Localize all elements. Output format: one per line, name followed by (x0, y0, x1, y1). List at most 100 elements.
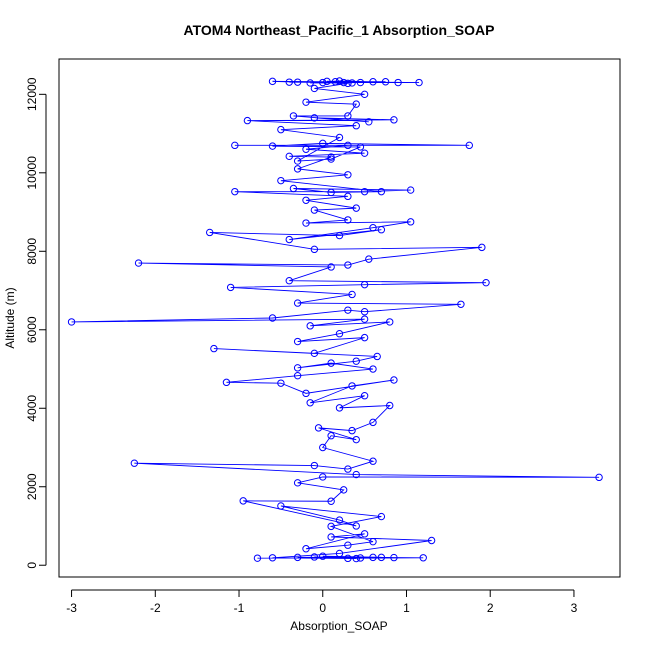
data-point (360, 280, 369, 289)
data-point (319, 473, 327, 481)
data-point (302, 196, 310, 204)
data-point (348, 79, 356, 87)
data-point (335, 231, 344, 240)
data-point (302, 98, 310, 106)
x-axis-label: Absorption_SOAP (290, 619, 387, 633)
data-point (268, 314, 277, 322)
data-point (253, 554, 262, 562)
data-point (327, 432, 335, 440)
data-point (352, 554, 360, 563)
data-point (344, 554, 352, 563)
data-point (293, 337, 302, 346)
x-tick-label: 1 (403, 601, 410, 615)
series-line (71, 80, 600, 560)
data-point (243, 116, 252, 125)
data-point (319, 78, 327, 87)
x-axis: -3 -2 -1 0 1 2 3 (66, 589, 578, 615)
data-point (335, 516, 344, 524)
data-point (323, 77, 331, 86)
data-point (277, 379, 285, 387)
data-point (310, 114, 319, 122)
data-point (339, 486, 348, 494)
data-point (478, 243, 486, 252)
data-point (268, 554, 277, 562)
data-point (365, 255, 373, 263)
data-point (285, 277, 293, 285)
data-point (482, 278, 490, 287)
data-point (419, 554, 427, 562)
data-point (352, 435, 360, 444)
data-point (369, 537, 377, 546)
data-point (352, 100, 360, 108)
data-point (293, 165, 302, 173)
data-point (327, 188, 335, 197)
y-tick-label: 4000 (25, 395, 39, 422)
data-point (293, 479, 302, 487)
data-point (352, 522, 360, 530)
data-point (406, 186, 415, 194)
data-point (427, 536, 436, 545)
y-axis: 0 2000 4000 6000 8000 10000 12000 (25, 77, 47, 569)
data-point (206, 228, 214, 237)
data-point (365, 118, 373, 126)
y-tick-label: 2000 (25, 473, 39, 500)
data-point (293, 371, 302, 380)
data-point (306, 322, 314, 330)
data-point (335, 329, 344, 338)
data-point (289, 184, 298, 193)
data-point (306, 399, 314, 407)
data-point (327, 263, 335, 271)
data-point (339, 78, 348, 87)
data-point (319, 139, 327, 148)
data-point (356, 78, 365, 87)
data-point (386, 318, 394, 326)
data-point (302, 545, 310, 553)
y-tick-label: 6000 (25, 316, 39, 343)
data-point (285, 78, 293, 86)
data-point (222, 378, 231, 387)
data-point (344, 192, 352, 201)
data-point (306, 79, 314, 87)
data-point (369, 553, 377, 562)
data-point (277, 502, 285, 510)
data-point (268, 142, 277, 150)
data-point (356, 143, 365, 151)
x-tick-label: -1 (234, 601, 245, 615)
data-point (360, 333, 369, 342)
x-tick-label: -2 (150, 601, 161, 615)
data-point (390, 116, 398, 124)
data-point (390, 553, 398, 562)
data-point (314, 424, 323, 432)
data-point (360, 90, 369, 99)
data-point (231, 187, 239, 196)
data-point (327, 155, 335, 163)
data-point (327, 497, 335, 505)
data-point (369, 418, 377, 427)
data-point (348, 426, 356, 435)
data-point (293, 78, 302, 86)
data-point (377, 553, 386, 562)
data-point (369, 457, 377, 465)
data-point (277, 125, 285, 134)
data-point (302, 389, 310, 398)
data-point (210, 344, 218, 353)
y-tick-label: 12000 (25, 77, 39, 111)
data-point (335, 77, 344, 85)
data-point (289, 112, 298, 120)
data-point (457, 300, 465, 308)
data-point (377, 226, 386, 234)
data-point (331, 78, 340, 86)
data-point (327, 153, 335, 161)
data-point (352, 357, 360, 365)
x-tick-label: -3 (66, 601, 77, 615)
data-point (344, 465, 352, 473)
x-tick-label: 3 (571, 601, 578, 615)
data-point (381, 78, 390, 86)
data-point (335, 133, 344, 142)
data-point (285, 152, 293, 161)
data-point (293, 553, 302, 562)
x-tick-label: 2 (487, 601, 494, 615)
y-tick-label: 0 (25, 562, 39, 569)
data-point (134, 259, 143, 267)
